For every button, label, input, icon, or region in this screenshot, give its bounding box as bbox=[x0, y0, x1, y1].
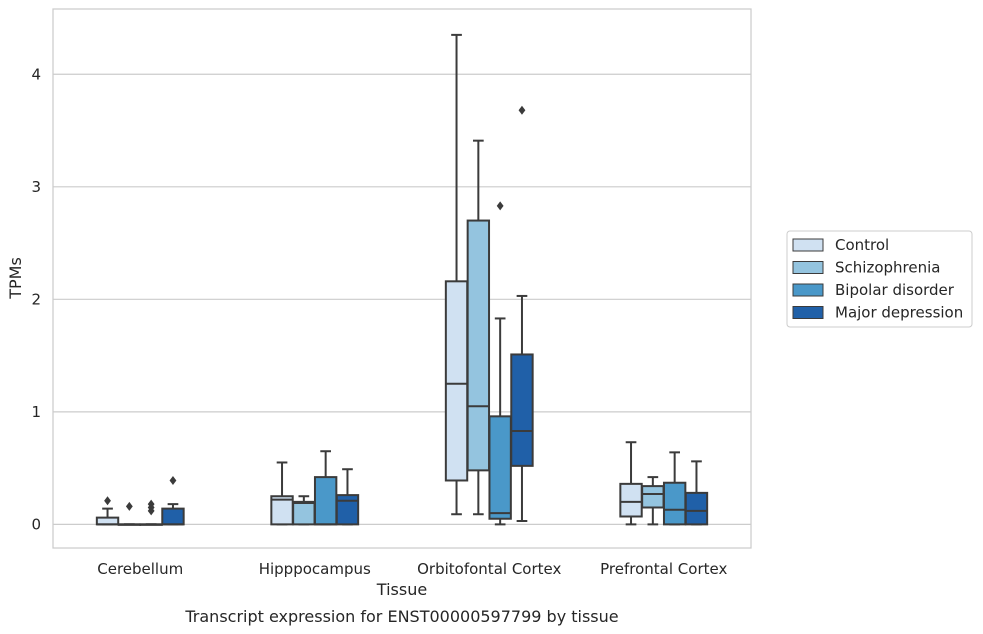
box-body bbox=[662, 481, 687, 526]
box-0-1 bbox=[117, 501, 142, 526]
box-body bbox=[684, 491, 709, 526]
box-body bbox=[619, 482, 643, 518]
box-groups bbox=[95, 33, 709, 526]
box-0-3 bbox=[161, 475, 185, 526]
legend-swatch bbox=[792, 261, 824, 274]
legend-swatch bbox=[792, 283, 824, 297]
legend: Control Schizophrenia Bipolar disorder Majo… bbox=[786, 230, 973, 328]
y-tick-labels: 0 1 2 3 4 bbox=[31, 65, 41, 533]
y-tick-label: 4 bbox=[31, 65, 41, 83]
box-body bbox=[313, 476, 338, 526]
legend-label: Bipolar disorder bbox=[835, 281, 955, 299]
y-tick-label: 0 bbox=[31, 515, 41, 533]
outlier-point bbox=[104, 496, 111, 506]
plot-frame bbox=[52, 8, 752, 549]
box-body bbox=[95, 516, 120, 526]
box-0-0 bbox=[95, 496, 120, 526]
box-body bbox=[488, 415, 512, 520]
box-body bbox=[466, 219, 491, 472]
box-2-3 bbox=[510, 105, 534, 522]
box-2-0 bbox=[444, 33, 469, 516]
y-tick-label: 2 bbox=[31, 290, 41, 308]
legend-label: Schizophrenia bbox=[835, 259, 940, 277]
x-axis-title: Tissue bbox=[376, 580, 427, 599]
legend-swatch bbox=[792, 238, 824, 252]
box-body bbox=[641, 485, 665, 509]
box-0-2 bbox=[139, 499, 163, 526]
y-axis-title: TPMs bbox=[6, 257, 25, 300]
x-tick-label: Prefrontal Cortex bbox=[600, 560, 727, 578]
outlier-point bbox=[496, 201, 504, 211]
outlier-point bbox=[518, 105, 526, 115]
y-tick-label: 3 bbox=[31, 178, 41, 196]
legend-label: Major depression bbox=[835, 304, 963, 322]
legend-label: Control bbox=[835, 236, 889, 254]
outlier-point bbox=[169, 475, 177, 485]
box-body bbox=[292, 500, 316, 526]
box-3-3 bbox=[684, 460, 709, 526]
x-tick-label: Hipppocampus bbox=[259, 560, 371, 578]
x-tick-labels: Cerebellum Hipppocampus Orbitofontal Corte… bbox=[97, 560, 727, 578]
x-tick-label: Orbitofontal Cortex bbox=[417, 560, 561, 578]
box-2-2 bbox=[488, 201, 512, 526]
outlier-point bbox=[125, 501, 133, 511]
x-tick-label: Cerebellum bbox=[97, 560, 183, 578]
outlier-point bbox=[147, 499, 155, 509]
legend-frame bbox=[786, 230, 973, 328]
plot-background bbox=[53, 9, 751, 548]
box-body bbox=[444, 280, 469, 482]
box-body bbox=[510, 353, 534, 467]
box-1-0 bbox=[270, 461, 294, 526]
box-body bbox=[161, 507, 185, 526]
box-2-1 bbox=[466, 139, 491, 516]
legend-swatch bbox=[792, 306, 824, 319]
box-body bbox=[335, 494, 360, 526]
y-tick-label: 1 bbox=[31, 403, 41, 421]
chart-caption: Transcript expression for ENST0000059779… bbox=[184, 607, 618, 626]
box-1-1 bbox=[292, 495, 316, 526]
box-1-3 bbox=[335, 468, 360, 526]
